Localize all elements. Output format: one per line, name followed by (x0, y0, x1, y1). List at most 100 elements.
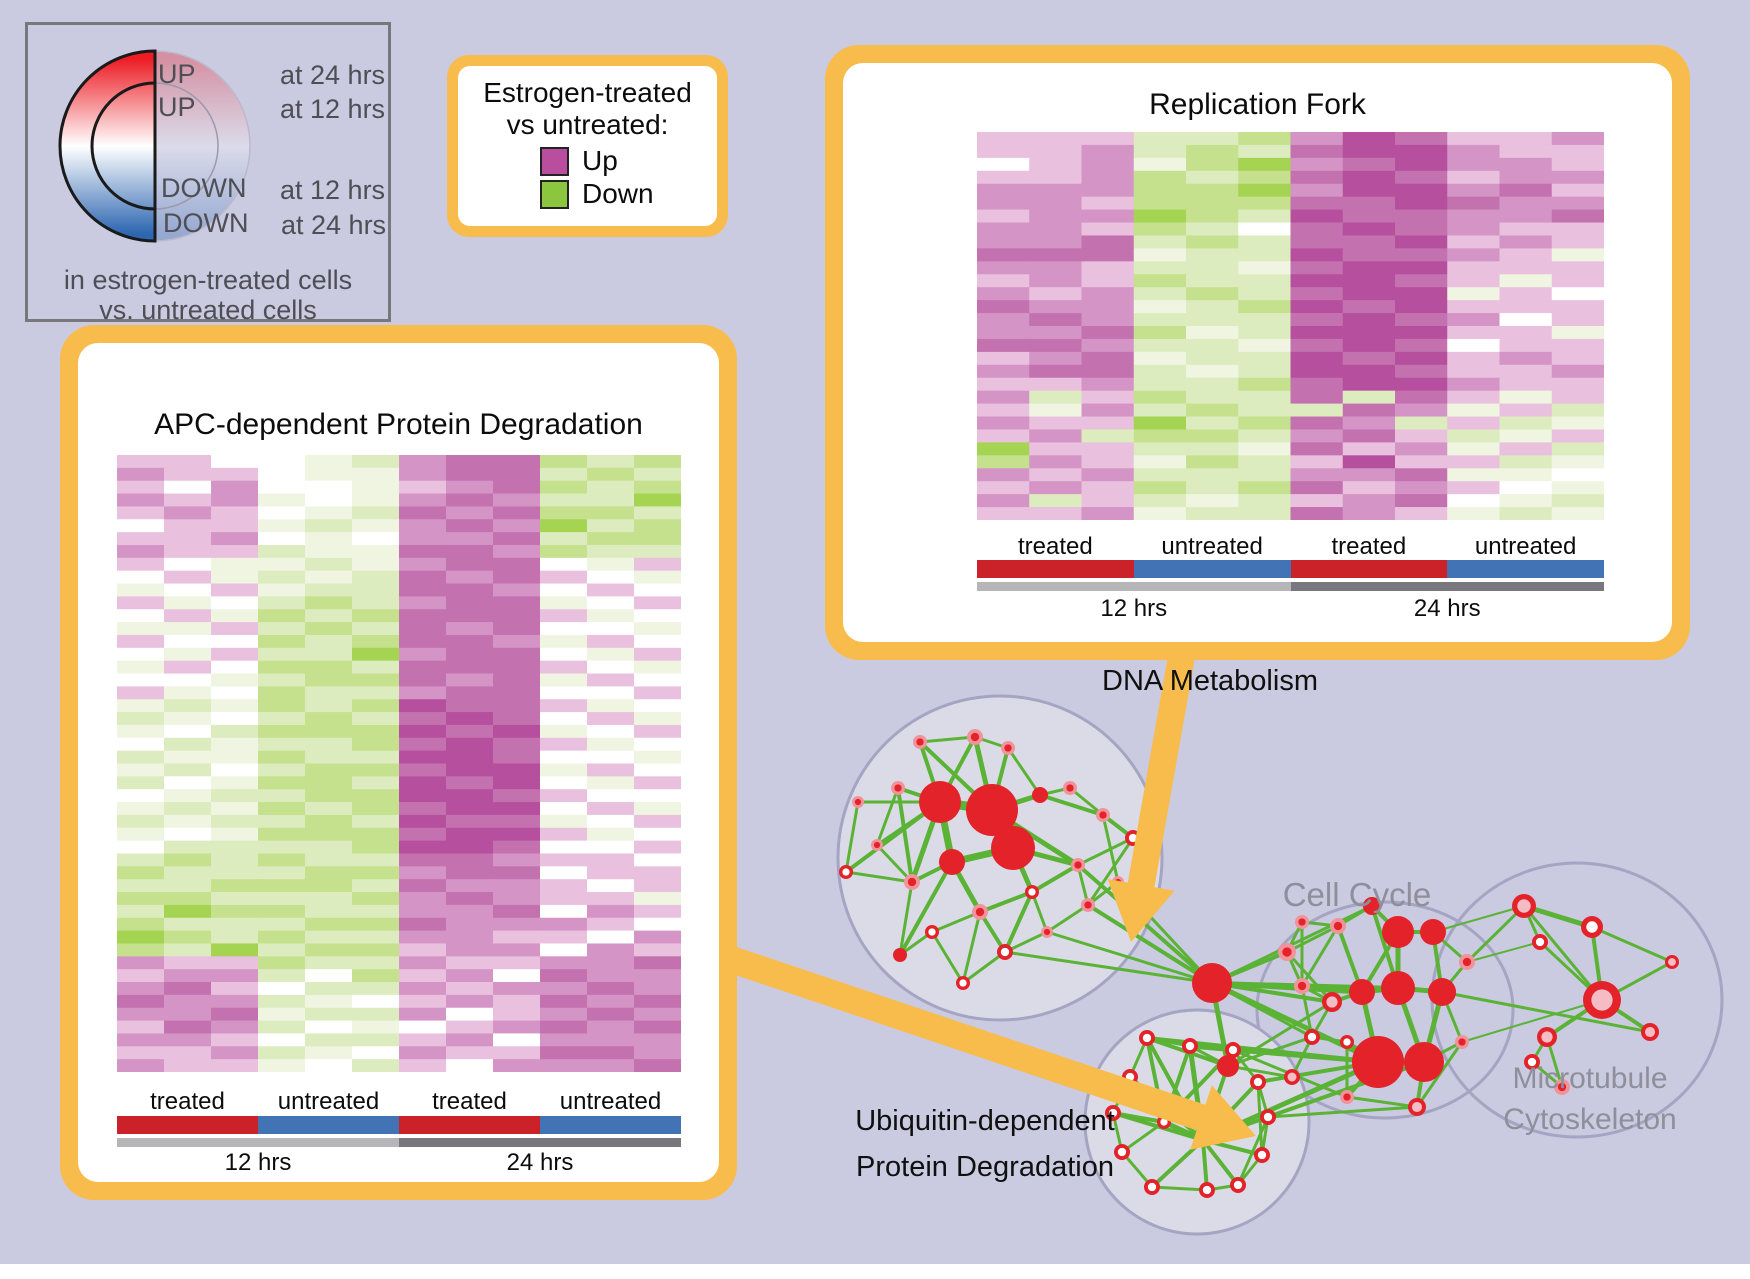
heatmap-cell (305, 892, 353, 906)
network-node-core (1128, 833, 1138, 843)
heatmap-cell (305, 802, 353, 816)
heatmap-cell (1447, 183, 1500, 198)
network-node (1404, 1042, 1444, 1082)
heatmap-cell (1342, 481, 1396, 495)
heatmap-cell (211, 596, 259, 610)
heatmap-cell (1133, 183, 1187, 198)
heatmap-cell (1395, 248, 1448, 262)
heatmap-cell (977, 390, 1030, 404)
heatmap-cell (117, 686, 165, 700)
time-label: 24 hrs (1413, 595, 1481, 622)
heatmap-cell (399, 557, 447, 572)
heatmap-cell (1551, 429, 1604, 443)
heatmap-cell (305, 699, 353, 713)
heatmap-cell (1029, 287, 1082, 301)
network-node-core (1000, 947, 1010, 957)
heatmap-cell (1290, 261, 1344, 275)
heatmap-cell (1499, 377, 1553, 392)
heatmap-cell (1342, 326, 1396, 340)
heatmap-cell (1029, 313, 1082, 327)
network-edge (1086, 836, 1135, 907)
heatmap-cell (117, 634, 165, 649)
heatmap-cell (352, 866, 400, 880)
heatmap-cell (1395, 468, 1448, 482)
heatmap-cell (305, 532, 353, 546)
heatmap-cell (446, 1020, 494, 1034)
heatmap-cell (977, 287, 1030, 301)
heatmap-cell (117, 943, 165, 957)
heatmap-cell (352, 609, 400, 623)
heatmap-cell (540, 1033, 588, 1047)
heatmap-cell (305, 455, 353, 469)
heatmap-cell (352, 712, 400, 726)
heatmap-cell (399, 699, 447, 713)
network-node-core (1462, 957, 1472, 967)
heatmap-cell (258, 853, 306, 867)
heatmap-cell (446, 904, 494, 919)
heatmap-cell (1186, 287, 1239, 301)
heatmap-cell (493, 699, 541, 713)
heatmap-cell (1186, 429, 1239, 443)
heatmap-cell (634, 532, 681, 546)
network-edge (1076, 836, 1135, 867)
heatmap-cell (352, 724, 400, 739)
heatmap-cell (258, 583, 306, 597)
heatmap-cell (1238, 274, 1291, 288)
heatmap-cell (211, 532, 259, 546)
heatmap-cell (634, 724, 681, 739)
network-edge (918, 735, 977, 744)
heatmap-cell (352, 969, 400, 983)
heatmap-cell (1081, 287, 1135, 301)
heatmap-cell (634, 737, 681, 752)
heatmap-cell (587, 467, 635, 482)
heatmap-cell (587, 879, 635, 893)
heatmap-cell (211, 622, 259, 636)
heatmap-cell (117, 699, 165, 713)
heatmap-cell (977, 235, 1030, 249)
heatmap-cell (1186, 377, 1239, 392)
heatmap-cell (493, 814, 541, 829)
heatmap-cell (493, 493, 541, 507)
heatmap-cell (258, 455, 306, 469)
heatmap-cell (540, 840, 588, 854)
heatmap-cell (1499, 248, 1553, 262)
heatmap-cell (117, 493, 165, 507)
heatmap-cell (1395, 261, 1448, 275)
heatmap-cell (1133, 326, 1187, 340)
group-condition-bar (258, 1116, 399, 1134)
heatmap-cell (164, 609, 212, 623)
heatmap-cell (352, 673, 400, 687)
heatmap-cell (399, 750, 447, 764)
heatmap-cell (352, 763, 400, 777)
heatmap-cell (977, 377, 1030, 392)
heatmap-cell (1499, 235, 1553, 249)
heatmap-cell (1499, 300, 1553, 314)
heatmap-cell (1499, 132, 1553, 146)
heatmap-cell (1447, 351, 1500, 366)
heatmap-cell (1342, 235, 1396, 249)
heatmap-cell (1238, 313, 1291, 327)
heatmap-cell (164, 994, 212, 1009)
heatmap-cell (1238, 196, 1291, 210)
apc-panel-title: APC-dependent Protein Degradation (154, 408, 643, 441)
heatmap-cell (1499, 144, 1553, 159)
heatmap-cell (1238, 326, 1291, 340)
heatmap-cell (1081, 183, 1135, 198)
heatmap-cell (258, 519, 306, 533)
network-node-core (1326, 996, 1338, 1008)
heatmap-cell (117, 557, 165, 572)
heatmap-cell (587, 583, 635, 597)
heatmap-cell (211, 1020, 259, 1034)
heatmap-cell (399, 712, 447, 726)
heatmap-cell (493, 930, 541, 944)
heatmap-cell (1133, 455, 1187, 469)
heatmap-cell (305, 712, 353, 726)
heatmap-cell (117, 789, 165, 803)
heatmap-cell (1186, 300, 1239, 314)
heatmap-cell (1447, 326, 1500, 340)
heatmap-cell (1395, 274, 1448, 288)
heatmap-cell (1551, 248, 1604, 262)
heatmap-cell (352, 647, 400, 662)
heatmap-cell (587, 570, 635, 584)
heatmap-cell (1447, 209, 1500, 223)
